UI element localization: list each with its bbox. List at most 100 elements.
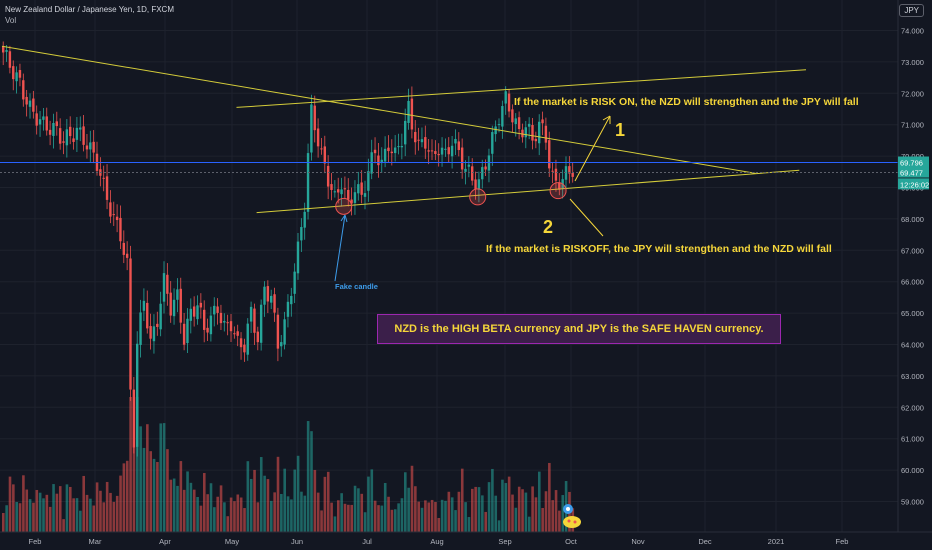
candle	[259, 304, 263, 343]
volume-bar	[243, 508, 246, 532]
candle	[223, 321, 226, 323]
candle	[353, 192, 357, 203]
candle	[216, 306, 219, 313]
currency-badge[interactable]: JPY	[899, 4, 924, 17]
volume-bar	[213, 507, 216, 532]
volume-bar	[72, 498, 75, 532]
candle	[373, 149, 377, 154]
price-label: 69.477	[900, 169, 923, 178]
volume-bar	[494, 495, 498, 532]
volume-bar	[196, 496, 199, 532]
candle	[414, 131, 417, 143]
volume-bar	[548, 462, 551, 532]
volume-bar	[263, 475, 266, 532]
candle	[410, 98, 414, 130]
candle	[440, 147, 444, 155]
candle	[75, 127, 79, 140]
time-axis[interactable]: Feb Mar Apr May Jun Jul Aug Sep Oct Nov Dec 2021 Feb	[0, 531, 932, 546]
volume-bar	[554, 490, 558, 532]
avatar-icon[interactable]	[559, 503, 583, 529]
symbol-title[interactable]: New Zealand Dollar / Japanese Yen, 1D, F…	[5, 5, 174, 14]
candle	[159, 303, 162, 330]
candle	[179, 288, 182, 323]
x-tick-label: Dec	[698, 537, 712, 546]
price-label-bg	[898, 166, 929, 178]
volume-bar	[189, 482, 193, 532]
candle	[484, 166, 487, 170]
candle	[136, 343, 139, 447]
volume-bar	[377, 505, 380, 532]
annotation-risk-on: If the market is RISK ON, the NZD will s…	[514, 96, 859, 108]
volume-bar	[521, 489, 524, 532]
candle	[256, 331, 259, 343]
x-tick-label: Aug	[430, 537, 443, 546]
candle	[92, 141, 95, 153]
candle	[85, 145, 89, 150]
volume-bar	[427, 502, 431, 532]
candle	[169, 292, 172, 316]
volume-bar	[122, 463, 126, 532]
volume-bar	[199, 505, 203, 532]
annotation-risk-off: If the market is RISKOFF, the JPY will s…	[486, 243, 832, 255]
volume-bar	[223, 502, 226, 532]
volume-bar	[404, 472, 407, 532]
volume-bar	[440, 499, 444, 532]
candle	[58, 128, 62, 144]
candle	[219, 312, 223, 324]
volume-bar	[149, 451, 152, 532]
candle	[203, 309, 206, 330]
volume-bar	[146, 424, 149, 532]
volume-indicator-label[interactable]: Vol	[5, 16, 17, 25]
candle	[504, 91, 507, 104]
candle	[316, 128, 320, 147]
candle	[383, 148, 387, 162]
candle	[404, 120, 407, 145]
volume-bar	[283, 468, 286, 532]
volume-bar	[166, 449, 169, 532]
candle	[18, 70, 22, 78]
candle	[420, 139, 424, 143]
volume-bar	[253, 469, 256, 532]
candle	[501, 106, 504, 127]
x-tick-label: Nov	[631, 537, 645, 546]
candle	[35, 113, 38, 126]
candle	[152, 326, 156, 342]
volume-bar	[310, 431, 313, 532]
volume-bar	[544, 491, 548, 532]
volume-bar	[561, 495, 565, 532]
volume-bar	[216, 496, 219, 532]
volume-bar	[129, 397, 132, 532]
candle	[494, 126, 497, 135]
candle	[548, 140, 551, 169]
price-label-bg	[898, 156, 929, 168]
x-tick-label: Jul	[362, 537, 372, 546]
volume-bar	[551, 500, 554, 532]
volume-bar	[92, 505, 96, 532]
volume-bar	[22, 475, 25, 532]
candle	[280, 342, 283, 347]
candle	[172, 299, 176, 317]
volume-bar	[313, 469, 317, 532]
volume-bar	[487, 482, 491, 532]
volume-bar	[484, 511, 487, 532]
candle	[300, 227, 303, 241]
price-axis[interactable]: 59.000 60.000 61.000 62.000 63.000 64.000 65.0…	[897, 0, 929, 532]
y-tick-label: 60.000	[901, 466, 924, 475]
volume-bar	[25, 489, 29, 532]
candle	[306, 153, 310, 212]
x-tick-label: May	[225, 537, 239, 546]
candle	[52, 122, 55, 136]
volume-bar	[430, 499, 434, 532]
candle	[139, 312, 142, 345]
candle	[243, 344, 246, 353]
arrow-risk-on	[574, 115, 611, 182]
volume-bar	[273, 492, 276, 532]
candle	[424, 137, 427, 149]
candle	[186, 318, 189, 344]
volume-bar	[112, 501, 116, 532]
candle	[239, 338, 243, 348]
candle	[303, 211, 306, 228]
candle	[477, 179, 481, 190]
candle	[554, 168, 558, 181]
